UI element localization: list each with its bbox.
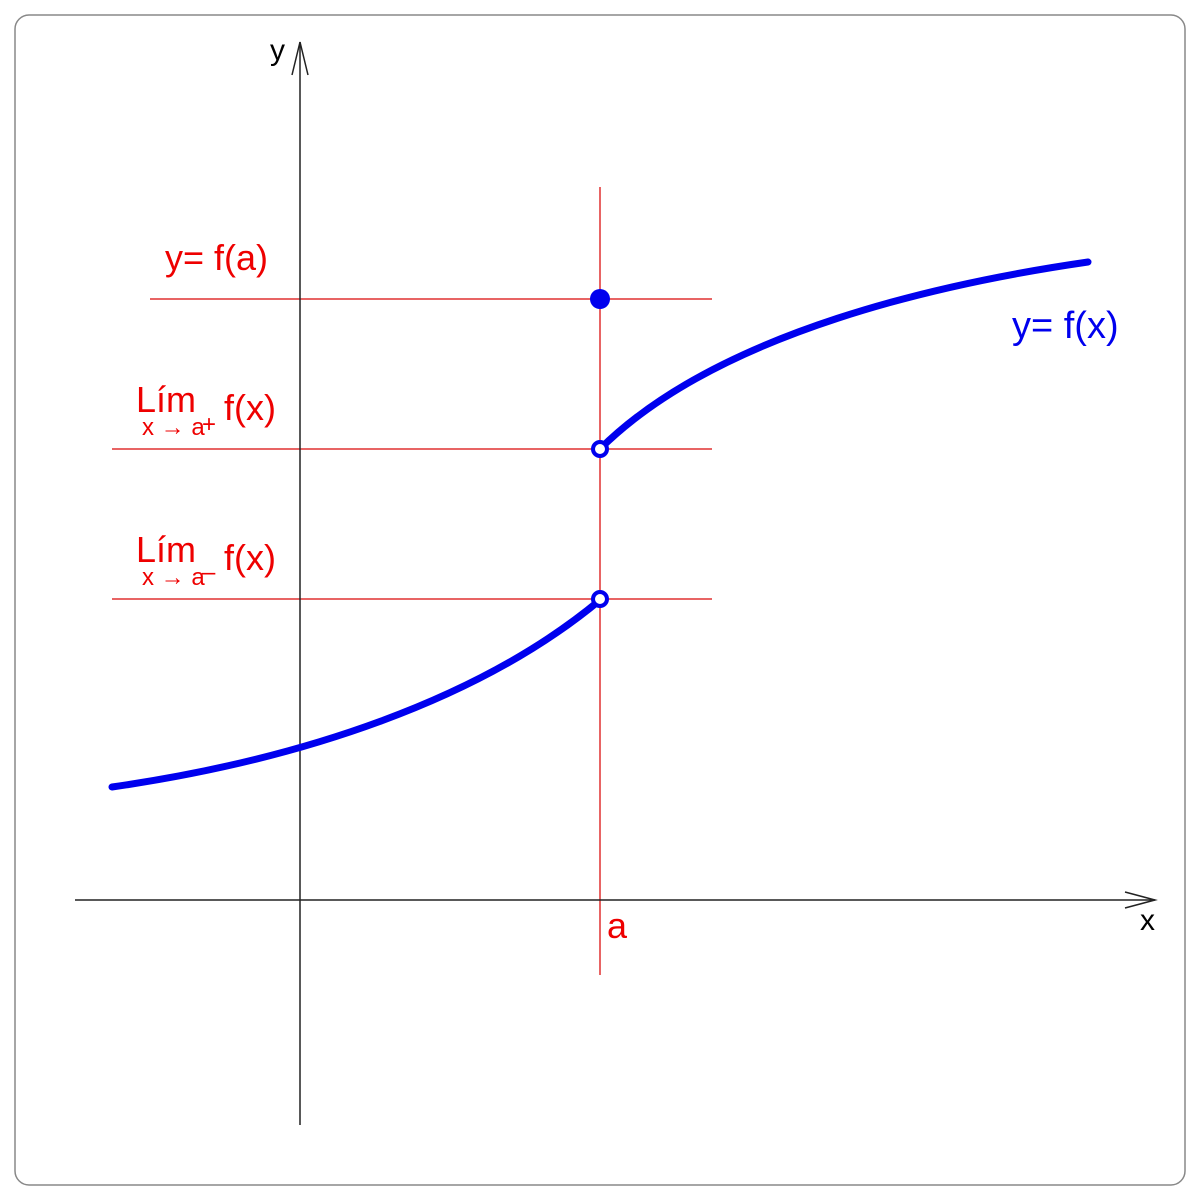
- label-curve: y= f(x): [1012, 305, 1119, 347]
- lim-left-fx: f(x): [224, 537, 276, 578]
- lim-right-fx: f(x): [224, 387, 276, 428]
- curve-right-branch: [596, 258, 1092, 453]
- y-axis-arrow-icon: [291, 41, 309, 76]
- lim-left-main: Lím: [136, 529, 196, 570]
- lim-right-main: Lím: [136, 379, 196, 420]
- x-axis-label: x: [1140, 904, 1155, 937]
- x-axis-arrow-icon: [1124, 891, 1158, 909]
- open-point-right-limit: [591, 440, 609, 458]
- label-a: a: [607, 905, 628, 946]
- lim-right-sign: +: [202, 411, 216, 438]
- curve-left-branch: [108, 596, 604, 791]
- open-point-left-limit: [591, 590, 609, 608]
- lim-left-sub: x → a: [142, 564, 205, 591]
- point-fa: [590, 289, 610, 309]
- y-axis-label: y: [270, 34, 285, 67]
- lim-left-sign: –: [202, 559, 216, 586]
- label-fa: y= f(a): [165, 237, 268, 278]
- guide-lines: [112, 187, 712, 975]
- lim-right-sub: x → a: [142, 414, 205, 441]
